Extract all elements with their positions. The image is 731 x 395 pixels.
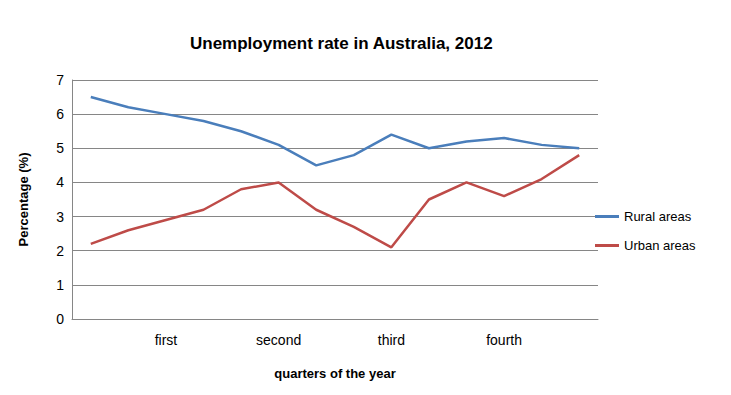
- svg-text:5: 5: [56, 140, 64, 156]
- svg-text:Unemployment rate in Australia: Unemployment rate in Australia, 2012: [190, 34, 493, 53]
- svg-text:fourth: fourth: [486, 332, 522, 348]
- svg-text:Percentage (%): Percentage (%): [16, 153, 31, 247]
- svg-text:Rural areas: Rural areas: [624, 209, 692, 224]
- svg-text:4: 4: [56, 174, 64, 190]
- svg-text:0: 0: [56, 311, 64, 327]
- svg-text:second: second: [256, 332, 301, 348]
- svg-text:7: 7: [56, 72, 64, 88]
- svg-text:6: 6: [56, 106, 64, 122]
- svg-text:3: 3: [56, 209, 64, 225]
- svg-text:third: third: [378, 332, 405, 348]
- svg-text:1: 1: [56, 277, 64, 293]
- svg-text:2: 2: [56, 243, 64, 259]
- svg-text:quarters of the year: quarters of the year: [274, 366, 395, 381]
- svg-text:Urban areas: Urban areas: [624, 238, 696, 253]
- svg-text:first: first: [155, 332, 178, 348]
